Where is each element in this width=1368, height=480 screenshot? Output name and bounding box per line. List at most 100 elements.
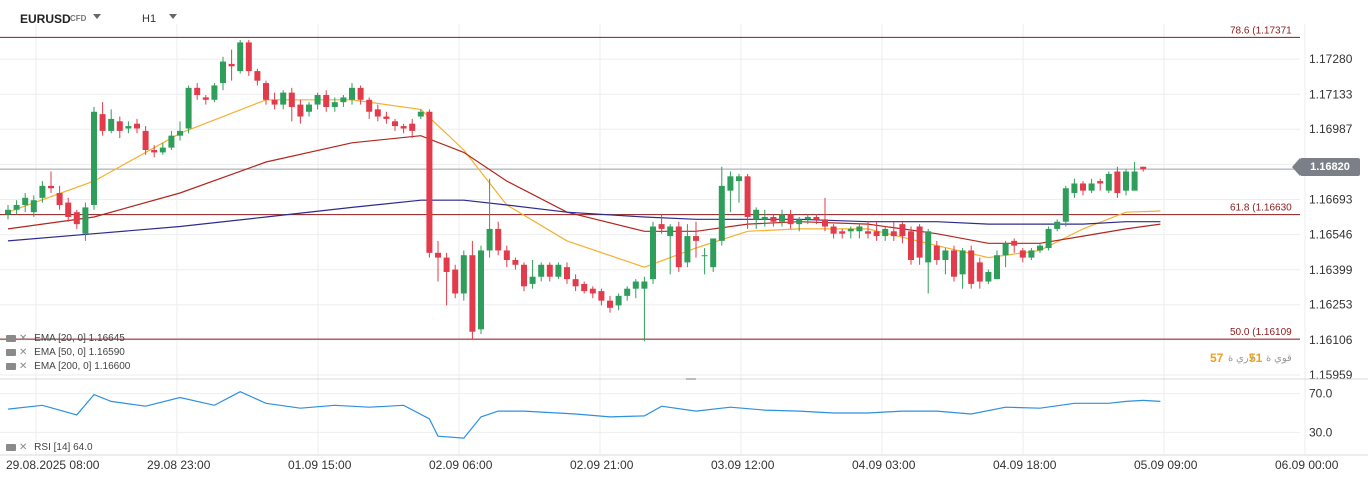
candle-body[interactable] (693, 236, 699, 241)
close-icon[interactable]: ✕ (19, 333, 28, 344)
candle-body[interactable] (512, 259, 519, 265)
candle-body[interactable] (1105, 173, 1112, 191)
candle-body[interactable] (873, 231, 880, 237)
candle-body[interactable] (452, 269, 459, 294)
candle-body[interactable] (1002, 243, 1009, 256)
candle-body[interactable] (951, 250, 957, 277)
candle-body[interactable] (942, 250, 949, 260)
candle-body[interactable] (882, 228, 889, 237)
candle-body[interactable] (417, 111, 424, 117)
candle-body[interactable] (787, 214, 794, 225)
candle-body[interactable] (134, 123, 140, 129)
indicator-ema-200[interactable]: ✕ EMA [200, 0] 1.16600 (6, 361, 130, 373)
candle-body[interactable] (839, 231, 846, 234)
candle-body[interactable] (744, 176, 751, 217)
candle-body[interactable] (426, 111, 433, 253)
candle-body[interactable] (770, 216, 777, 222)
candle-body[interactable] (736, 176, 742, 182)
candle-body[interactable] (564, 267, 570, 280)
symbol-dropdown-icon[interactable] (93, 14, 101, 19)
candle-body[interactable] (254, 71, 261, 81)
candle-body[interactable] (1131, 171, 1138, 191)
candle-body[interactable] (615, 295, 622, 306)
indicator-rsi[interactable]: ✕ RSI [14] 64.0 (6, 442, 93, 454)
candle-body[interactable] (632, 281, 639, 289)
candle-body[interactable] (116, 121, 123, 131)
candle-body[interactable] (521, 264, 527, 287)
timeframe-dropdown-icon[interactable] (169, 14, 177, 19)
candle-body[interactable] (830, 226, 837, 234)
panel-resize-handle[interactable] (686, 378, 696, 380)
candle-body[interactable] (890, 231, 897, 237)
candle-body[interactable] (13, 204, 20, 210)
candle-body[interactable] (73, 212, 80, 225)
candle-body[interactable] (237, 42, 244, 72)
candle-body[interactable] (82, 207, 89, 234)
candle-body[interactable] (495, 228, 502, 251)
candle-body[interactable] (718, 185, 725, 241)
candle-body[interactable] (400, 126, 407, 129)
candle-body[interactable] (263, 83, 269, 100)
candle-body[interactable] (125, 126, 132, 129)
candle-body[interactable] (959, 250, 966, 275)
candle-body[interactable] (916, 226, 923, 258)
candle-body[interactable] (925, 231, 932, 263)
candle-body[interactable] (1037, 245, 1043, 251)
candle-body[interactable] (374, 109, 381, 117)
candle-body[interactable] (357, 87, 364, 100)
candle-body[interactable] (1123, 171, 1129, 191)
candle-body[interactable] (1045, 228, 1052, 249)
candle-body[interactable] (177, 130, 183, 136)
candle-body[interactable] (650, 226, 656, 280)
candle-body[interactable] (1062, 188, 1069, 222)
candle-body[interactable] (65, 202, 72, 217)
candle-body[interactable] (1140, 166, 1147, 170)
candle-body[interactable] (340, 97, 347, 103)
candle-body[interactable] (30, 200, 37, 213)
candle-body[interactable] (598, 291, 605, 301)
close-icon[interactable]: ✕ (19, 347, 28, 358)
candle-body[interactable] (5, 209, 11, 215)
symbol-label[interactable]: EURUSD (20, 12, 71, 26)
candle-body[interactable] (976, 262, 983, 282)
candle-body[interactable] (142, 130, 149, 151)
candle-body[interactable] (366, 99, 373, 112)
candle-body[interactable] (701, 255, 708, 257)
candle-body[interactable] (280, 92, 287, 105)
candle-body[interactable] (1011, 240, 1018, 246)
candle-body[interactable] (314, 95, 321, 105)
candle-body[interactable] (168, 135, 175, 148)
candle-body[interactable] (108, 118, 115, 131)
candle-body[interactable] (202, 97, 209, 100)
candle-body[interactable] (779, 214, 785, 222)
candle-body[interactable] (607, 300, 613, 308)
candle-body[interactable] (658, 224, 665, 229)
timeframe-label[interactable]: H1 (142, 13, 157, 25)
candle-body[interactable] (460, 255, 467, 294)
candle-body[interactable] (220, 61, 226, 84)
candle-body[interactable] (847, 228, 854, 232)
candle-body[interactable] (48, 185, 54, 189)
candle-body[interactable] (1028, 250, 1035, 258)
candle-body[interactable] (985, 271, 992, 282)
candle-body[interactable] (1088, 183, 1095, 191)
candle-body[interactable] (288, 92, 295, 107)
close-icon[interactable]: ✕ (19, 442, 28, 453)
candle-body[interactable] (323, 95, 330, 107)
candle-body[interactable] (271, 99, 278, 105)
candle-body[interactable] (529, 276, 536, 284)
candle-body[interactable] (211, 85, 218, 100)
candle-body[interactable] (245, 42, 252, 72)
candle-body[interactable] (478, 250, 484, 330)
candle-body[interactable] (753, 209, 760, 220)
visibility-icon[interactable] (6, 334, 16, 342)
candle-body[interactable] (443, 257, 450, 272)
indicator-ema-50[interactable]: ✕ EMA [50, 0] 1.16590 (6, 347, 125, 359)
candle-body[interactable] (91, 111, 97, 205)
candle-body[interactable] (306, 104, 312, 112)
candle-body[interactable] (813, 216, 820, 220)
candle-body[interactable] (1054, 221, 1061, 229)
candle-body[interactable] (392, 121, 398, 127)
candle-body[interactable] (22, 197, 29, 205)
